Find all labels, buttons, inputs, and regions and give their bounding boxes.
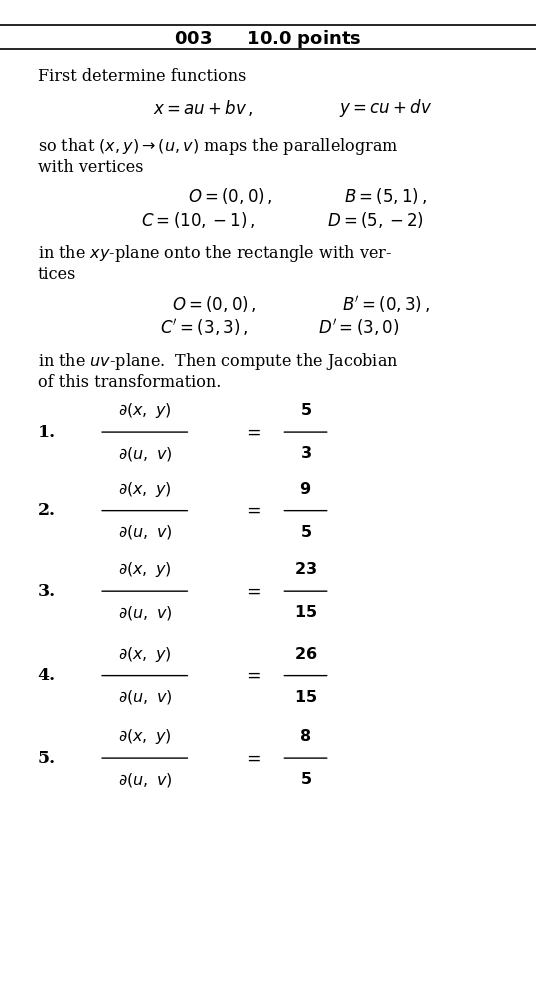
Text: $O = (0,0)\,,$: $O = (0,0)\,,$	[188, 187, 273, 206]
Text: 3.: 3.	[38, 582, 56, 600]
Text: 5.: 5.	[38, 749, 56, 767]
Text: $\mathbf{9}$: $\mathbf{9}$	[300, 480, 311, 498]
Text: $y = cu + dv$: $y = cu + dv$	[339, 97, 433, 119]
Text: $C' = (3, 3)\,,$: $C' = (3, 3)\,,$	[160, 317, 248, 339]
Text: $\partial(x,\ y)$: $\partial(x,\ y)$	[118, 401, 172, 420]
Text: $\mathbf{26}$: $\mathbf{26}$	[294, 645, 317, 663]
Text: $B' = (0, 3)\,,$: $B' = (0, 3)\,,$	[342, 294, 430, 315]
Text: 4.: 4.	[38, 667, 56, 684]
Text: $\mathbf{15}$: $\mathbf{15}$	[294, 604, 317, 622]
Text: $=$: $=$	[243, 667, 261, 684]
Text: $\mathbf{5}$: $\mathbf{5}$	[300, 402, 311, 419]
Text: in the $xy$-plane onto the rectangle with ver-: in the $xy$-plane onto the rectangle wit…	[38, 243, 392, 264]
Text: $\mathbf{5}$: $\mathbf{5}$	[300, 771, 311, 789]
Text: $D' = (3, 0)$: $D' = (3, 0)$	[318, 317, 400, 339]
Text: $\mathbf{23}$: $\mathbf{23}$	[294, 561, 317, 578]
Text: $\partial(u,\ v)$: $\partial(u,\ v)$	[117, 688, 172, 706]
Text: First determine functions: First determine functions	[38, 68, 246, 85]
Text: $\mathbf{3}$: $\mathbf{3}$	[300, 445, 311, 463]
Text: $=$: $=$	[243, 502, 261, 519]
Text: $\mathbf{8}$: $\mathbf{8}$	[300, 728, 311, 745]
Text: $\partial(u,\ v)$: $\partial(u,\ v)$	[117, 445, 172, 463]
Text: $=$: $=$	[243, 423, 261, 441]
Text: $\mathbf{003}\qquad \mathbf{10.0\ points}$: $\mathbf{003}\qquad \mathbf{10.0\ points…	[174, 28, 362, 50]
Text: $B = (5, 1)\,,$: $B = (5, 1)\,,$	[345, 187, 427, 206]
Text: $x = au + bv\,,$: $x = au + bv\,,$	[153, 98, 254, 118]
Text: $\partial(u,\ v)$: $\partial(u,\ v)$	[117, 771, 172, 789]
Text: $\partial(x,\ y)$: $\partial(x,\ y)$	[118, 727, 172, 746]
Text: $O = (0,0)\,,$: $O = (0,0)\,,$	[172, 295, 257, 314]
Text: $\partial(u,\ v)$: $\partial(u,\ v)$	[117, 523, 172, 541]
Text: $\partial(x,\ y)$: $\partial(x,\ y)$	[118, 644, 172, 664]
Text: with vertices: with vertices	[38, 159, 143, 177]
Text: $\mathbf{15}$: $\mathbf{15}$	[294, 688, 317, 706]
Text: of this transformation.: of this transformation.	[38, 374, 221, 392]
Text: $C = (10, -1)\,,$: $C = (10, -1)\,,$	[142, 210, 255, 230]
Text: $\partial(x,\ y)$: $\partial(x,\ y)$	[118, 479, 172, 499]
Text: 2.: 2.	[38, 502, 56, 519]
Text: 1.: 1.	[38, 423, 56, 441]
Text: in the $uv$-plane.  Then compute the Jacobian: in the $uv$-plane. Then compute the Jaco…	[38, 351, 398, 372]
Text: $\mathbf{5}$: $\mathbf{5}$	[300, 523, 311, 541]
Text: $=$: $=$	[243, 582, 261, 600]
Text: so that $(x, y) \to (u, v)$ maps the parallelogram: so that $(x, y) \to (u, v)$ maps the par…	[38, 136, 398, 157]
Text: $\partial(x,\ y)$: $\partial(x,\ y)$	[118, 560, 172, 579]
Text: tices: tices	[38, 266, 76, 284]
Text: $\partial(u,\ v)$: $\partial(u,\ v)$	[117, 604, 172, 622]
Text: $=$: $=$	[243, 749, 261, 767]
Text: $D = (5, -2)$: $D = (5, -2)$	[327, 210, 423, 230]
